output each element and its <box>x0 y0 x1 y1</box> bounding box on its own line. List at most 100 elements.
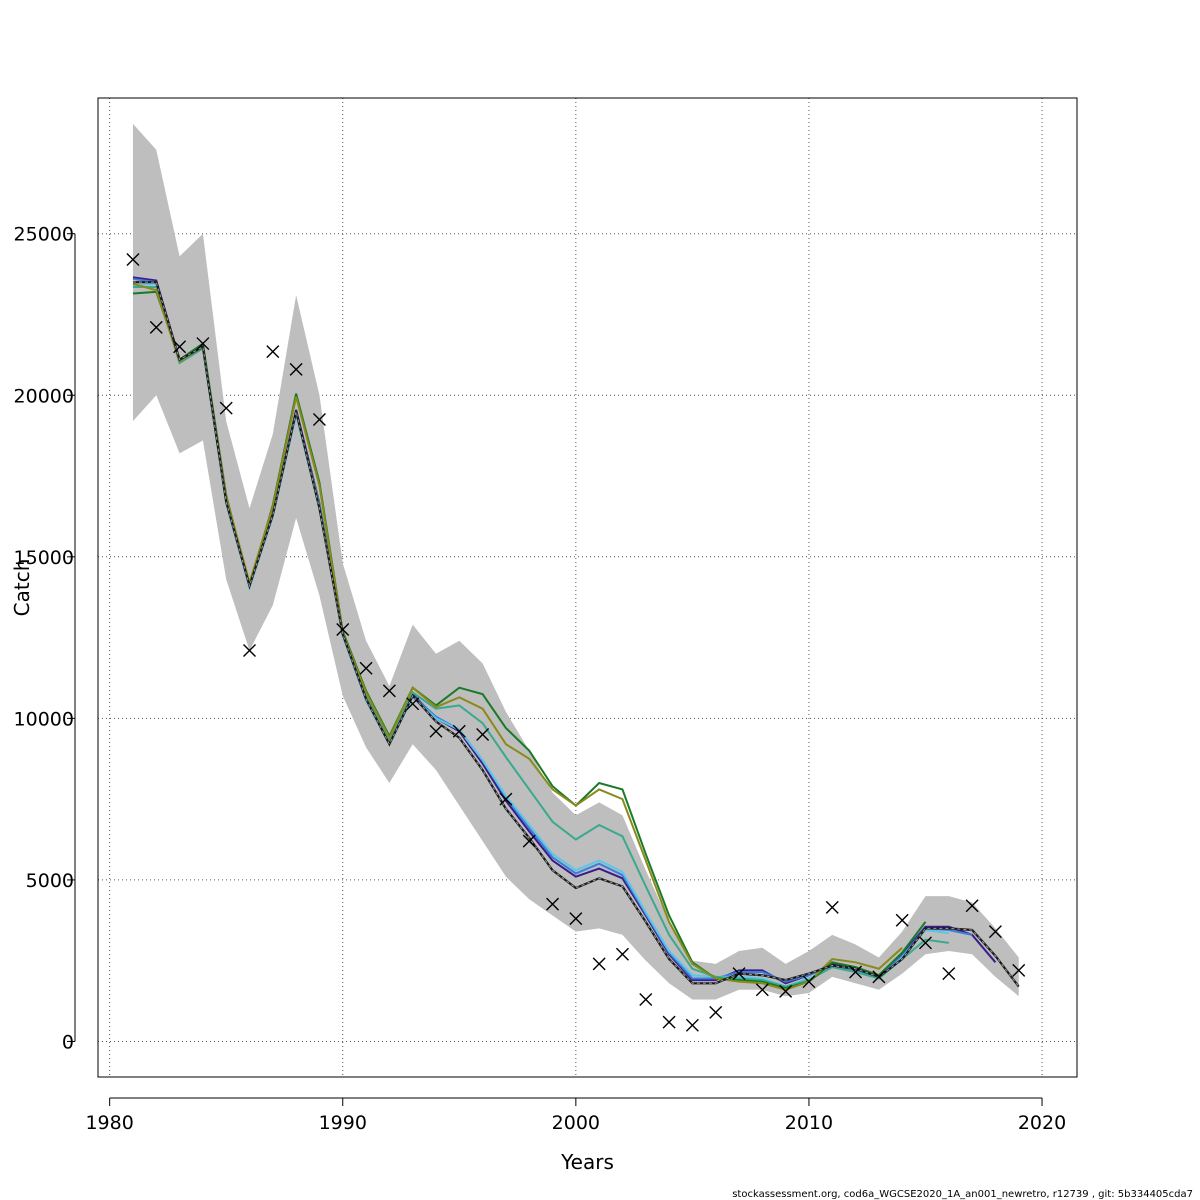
observed-point-stroke <box>149 320 163 334</box>
observed-point <box>685 1018 699 1032</box>
observed-point-stroke <box>755 983 769 997</box>
observed-point <box>569 912 583 926</box>
observed-point-stroke <box>336 623 350 636</box>
observed-point <box>615 947 629 961</box>
observed-point <box>732 967 746 981</box>
observed-point <box>988 925 1002 939</box>
observed-point-stroke <box>988 925 1002 939</box>
observed-point-stroke <box>266 345 280 359</box>
observed-point-stroke <box>895 913 909 927</box>
y-tick-label: 15000 <box>14 547 74 569</box>
x-tick-label: 2000 <box>552 1112 600 1134</box>
observed-point <box>709 1005 723 1019</box>
observed-point-stroke <box>1012 963 1026 977</box>
observed-point <box>918 936 932 950</box>
observed-point-stroke <box>429 724 443 738</box>
observed-point-stroke <box>196 337 210 351</box>
observed-point <box>662 1015 676 1029</box>
observed-point-stroke <box>452 724 466 738</box>
observed-point <box>149 320 163 334</box>
observed-point <box>755 983 769 997</box>
observed-point <box>942 967 956 981</box>
observed-point <box>825 900 839 914</box>
observed-point <box>522 834 536 848</box>
footer-caption: stockassessment.org, cod6a_WGCSE2020_1A_… <box>732 1189 1193 1200</box>
observed-point <box>266 345 280 359</box>
observed-point <box>895 913 909 927</box>
observed-point <box>476 728 490 742</box>
y-tick-label: 0 <box>62 1031 74 1053</box>
observed-point <box>219 401 233 415</box>
series-line-7 <box>132 282 903 991</box>
observed-point <box>965 899 979 913</box>
observed-point <box>1012 963 1026 977</box>
x-tick-label: 1990 <box>319 1112 367 1134</box>
observed-point-stroke <box>615 947 629 961</box>
observed-point <box>779 984 793 998</box>
x-tick-label: 2020 <box>1018 1112 1066 1134</box>
confidence-band <box>132 123 1019 1000</box>
observed-point <box>546 897 560 911</box>
observed-point <box>289 362 303 376</box>
plot-frame <box>97 97 1078 1078</box>
observed-point-stroke <box>732 967 746 981</box>
x-tick-label: 1980 <box>85 1112 133 1134</box>
observed-point-stroke <box>918 936 932 950</box>
observed-point-stroke <box>499 792 513 806</box>
observed-point-stroke <box>289 362 303 376</box>
y-tick-label: 5000 <box>26 870 74 892</box>
observed-point <box>196 337 210 351</box>
observed-point-stroke <box>709 1005 723 1019</box>
observed-point-stroke <box>942 967 956 981</box>
observed-point <box>849 965 863 979</box>
observed-point <box>336 623 350 636</box>
y-axis-title: Catch <box>10 559 34 617</box>
observed-point <box>452 724 466 738</box>
observed-point-stroke <box>219 401 233 415</box>
series-line-1-dash <box>132 281 1020 987</box>
x-tick-label: 2010 <box>785 1112 833 1134</box>
x-axis-title: Years <box>560 1150 614 1174</box>
observed-point-stroke <box>382 684 396 698</box>
series-layer <box>132 276 1020 991</box>
observed-point <box>406 697 420 711</box>
confidence-band-layer <box>132 123 1019 1000</box>
observed-point-stroke <box>522 834 536 848</box>
y-tick-label: 10000 <box>14 708 74 730</box>
observed-point-stroke <box>243 644 257 657</box>
observed-point <box>639 992 653 1006</box>
observed-point-stroke <box>126 253 140 267</box>
observed-point-stroke <box>592 957 606 971</box>
observed-point-stroke <box>476 728 490 742</box>
observed-point-stroke <box>406 697 420 711</box>
observed-point-stroke <box>662 1015 676 1029</box>
observed-point-stroke <box>779 984 793 998</box>
axes: 1980 1990 2000 2010 2020 0 5000 10000 15000 20000… <box>14 224 1067 1134</box>
observed-point <box>382 684 396 698</box>
observed-point-stroke <box>825 900 839 914</box>
observed-point-stroke <box>872 970 886 984</box>
observed-point-stroke <box>639 992 653 1006</box>
observed-point <box>499 792 513 806</box>
observed-point-stroke <box>359 661 373 675</box>
observed-point <box>126 253 140 267</box>
y-tick-label: 25000 <box>14 224 74 246</box>
observed-point <box>802 975 816 989</box>
observed-point <box>592 957 606 971</box>
y-tick-label: 20000 <box>14 385 74 407</box>
observed-point <box>243 644 257 657</box>
observed-point-stroke <box>849 965 863 979</box>
observed-point-stroke <box>173 340 187 354</box>
observed-point-stroke <box>802 975 816 989</box>
observed-point <box>429 724 443 738</box>
observed-point <box>312 412 326 426</box>
observed-point <box>872 970 886 984</box>
observed-point <box>173 340 187 354</box>
observed-point-stroke <box>685 1018 699 1032</box>
observed-point-stroke <box>569 912 583 926</box>
observed-point-stroke <box>312 412 326 426</box>
observed-points-layer <box>126 253 1026 1032</box>
observed-point-stroke <box>965 899 979 913</box>
observed-point-stroke <box>546 897 560 911</box>
